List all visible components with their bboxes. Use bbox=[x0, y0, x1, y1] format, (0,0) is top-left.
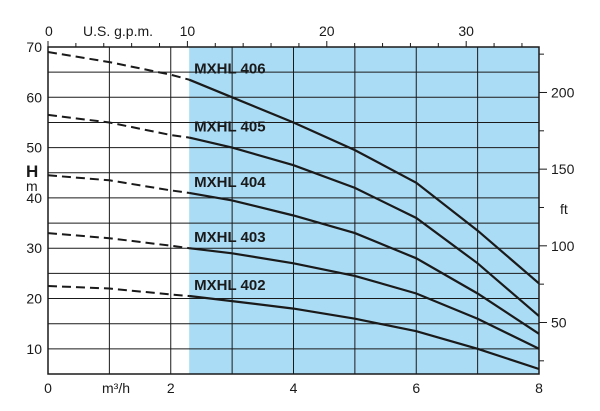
series-label: MXHL 403 bbox=[194, 229, 265, 246]
x-top-axis-label: U.S. g.p.m. bbox=[83, 23, 153, 39]
y-right-tick-label: 200 bbox=[551, 84, 575, 100]
series-line bbox=[189, 247, 540, 350]
y-tick-label: 70 bbox=[26, 39, 42, 55]
series-label: MXHL 406 bbox=[194, 61, 265, 78]
y-right-tick-label: 100 bbox=[551, 238, 575, 254]
series-line-dashed bbox=[47, 174, 190, 194]
series-line bbox=[189, 294, 540, 371]
series-label: MXHL 404 bbox=[194, 174, 266, 191]
x-axis-label: m³/h bbox=[102, 380, 130, 396]
plot-frame bbox=[47, 46, 540, 375]
series-line bbox=[188, 78, 540, 285]
y-tick-label: 20 bbox=[26, 291, 42, 307]
series-label: MXHL 402 bbox=[194, 277, 265, 294]
x-tick-label: 8 bbox=[535, 380, 543, 396]
x-top-tick-label: 10 bbox=[180, 23, 196, 39]
series-line bbox=[189, 191, 540, 335]
y-axis-label: H bbox=[26, 162, 38, 181]
x-top-tick-label: 0 bbox=[45, 23, 53, 39]
series-line-dashed bbox=[47, 113, 190, 139]
series-curves: MXHL 406 MXHL 405 MXHL 404 MXHL 403 MXHL 402 bbox=[47, 51, 540, 371]
y-axis-unit: m bbox=[26, 178, 38, 194]
y-tick-label: 30 bbox=[26, 240, 42, 256]
y-right-tick-label: 50 bbox=[551, 314, 567, 330]
x-tick-label: 2 bbox=[167, 380, 175, 396]
axis-ticks bbox=[47, 41, 547, 362]
series-line-dashed bbox=[47, 232, 190, 250]
y-tick-label: 10 bbox=[26, 341, 42, 357]
series-label: MXHL 405 bbox=[194, 119, 265, 136]
x-top-tick-label: 20 bbox=[319, 23, 335, 39]
y-tick-label: 60 bbox=[26, 89, 42, 105]
x-tick-label: 4 bbox=[290, 380, 298, 396]
vertical-grid bbox=[108, 47, 479, 374]
y-right-axis-label: ft bbox=[560, 201, 568, 217]
series-line-dashed bbox=[47, 51, 190, 81]
y-tick-label: 40 bbox=[26, 190, 42, 206]
x-tick-label: 6 bbox=[412, 380, 420, 396]
x-top-tick-label: 30 bbox=[458, 23, 474, 39]
series-line bbox=[188, 136, 540, 317]
x-tick-label: 0 bbox=[44, 380, 52, 396]
y-right-tick-label: 150 bbox=[551, 161, 575, 177]
series-line-dashed bbox=[47, 285, 190, 297]
operating-range-band bbox=[189, 47, 539, 374]
y-tick-label: 50 bbox=[26, 140, 42, 156]
